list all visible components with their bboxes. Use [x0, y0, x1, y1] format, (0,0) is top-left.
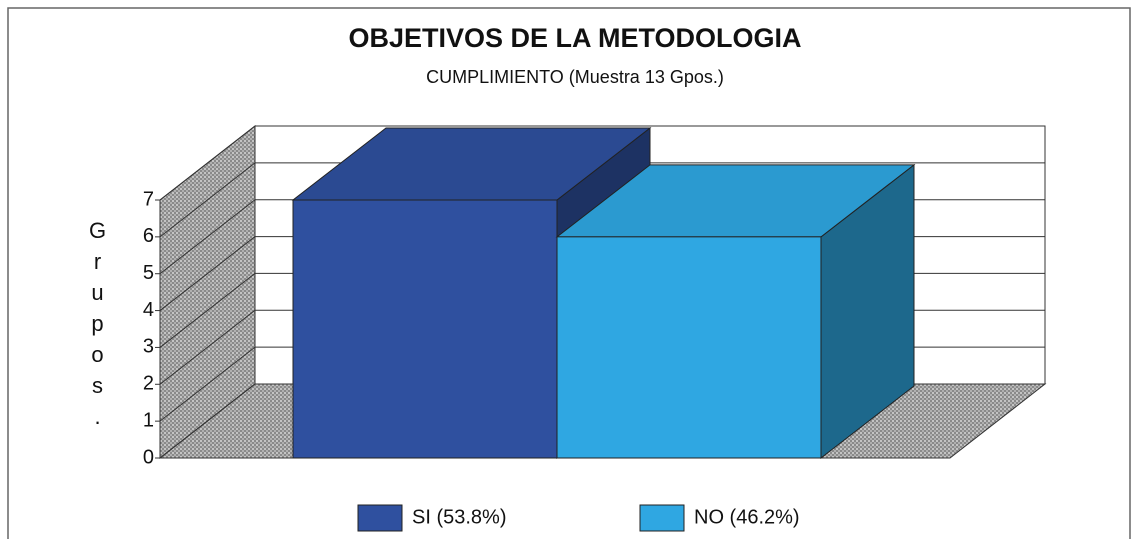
- y-tick-label: 0: [143, 446, 154, 468]
- y-tick-label: 6: [143, 225, 154, 247]
- legend-swatch: [357, 504, 403, 532]
- legend-label: SI (53.8%): [412, 506, 506, 528]
- grid-line: [159, 383, 256, 459]
- bar: [556, 236, 822, 459]
- y-tick-label: 3: [143, 336, 154, 358]
- grid-line: [159, 309, 256, 385]
- grid-line: [159, 236, 256, 311]
- grid-line: [159, 125, 256, 201]
- grid-line: [159, 346, 256, 422]
- y-tick-label: 4: [143, 299, 154, 321]
- y-axis-label: Grupos.: [85, 218, 110, 435]
- y-tick-label: 2: [143, 373, 154, 395]
- chart-title: OBJETIVOS DE LA METODOLOGIA: [348, 23, 801, 53]
- chart-subtitle: CUMPLIMIENTO (Muestra 13 Gpos.): [426, 67, 724, 87]
- legend-label: NO (46.2%): [694, 506, 800, 528]
- y-tick-label: 1: [143, 409, 154, 431]
- grid-line: [159, 162, 256, 238]
- grid-line: [159, 199, 256, 275]
- y-tick-label: 7: [143, 188, 154, 210]
- grid-line: [159, 273, 256, 348]
- legend-swatch: [639, 504, 685, 532]
- bar: [292, 199, 558, 459]
- y-tick-label: 5: [143, 262, 154, 284]
- frame: [7, 7, 1131, 539]
